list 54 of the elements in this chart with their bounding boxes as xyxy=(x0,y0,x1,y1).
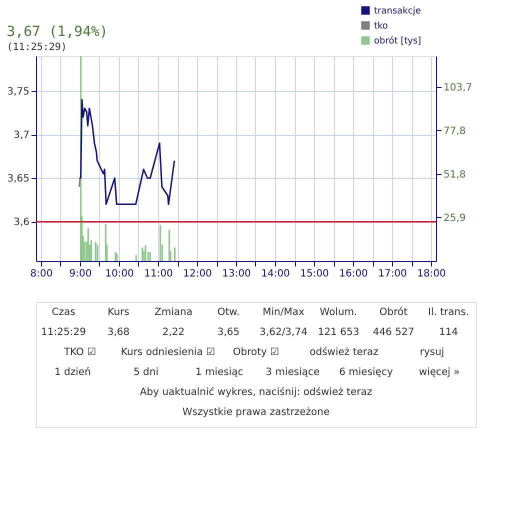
text: 3 miesiące xyxy=(266,367,320,378)
y2-tick-label: 77,8 xyxy=(444,126,466,137)
text: Obroty ☑ xyxy=(232,347,280,358)
text: 446 527 xyxy=(372,327,414,338)
y-tick-label: 3,6 xyxy=(14,217,30,228)
text: 3,68 xyxy=(107,327,130,338)
x-tick-label: 11:00 xyxy=(144,268,173,280)
x-tick-label: 8:00 xyxy=(30,268,53,280)
text: Czas xyxy=(52,307,76,318)
x-tick-label: 13:00 xyxy=(222,268,251,280)
y-tick-label: 3,75 xyxy=(7,86,30,98)
text: 2,22 xyxy=(162,327,185,338)
text: Kurs odniesienia ☑ xyxy=(120,347,216,358)
y2-tick-label: 103,7 xyxy=(444,82,472,94)
text: Wszystkie prawa zastrzeżone xyxy=(182,407,330,418)
text: 114 xyxy=(438,327,458,338)
text: Wolum. xyxy=(320,307,358,318)
text: Otw. xyxy=(217,307,240,318)
legend-label: transakcje xyxy=(374,6,422,16)
chart-title: 3,67 (1,94%) xyxy=(6,24,108,40)
legend-label: obrót [tys] xyxy=(374,36,422,46)
text: odśwież teraz xyxy=(310,346,378,358)
chart-subtitle: (11:25:29) xyxy=(6,42,67,53)
text: 11:25:29 xyxy=(41,327,86,338)
x-tick-label: 16:00 xyxy=(339,268,368,280)
text: 1 dzień xyxy=(54,366,91,378)
y2-tick-label: 51,8 xyxy=(444,169,466,180)
text: Kurs xyxy=(108,307,130,318)
x-tick-label: 12:00 xyxy=(183,268,212,280)
text: 5 dni xyxy=(133,367,159,378)
text: Obrót xyxy=(379,307,408,318)
text: 6 miesięcy xyxy=(339,367,393,378)
text: 3,65 xyxy=(217,327,240,338)
text: Min/Max xyxy=(262,307,304,318)
x-tick-label: 14:00 xyxy=(261,268,290,280)
y2-tick-label: 25,9 xyxy=(444,212,466,224)
text: 1 miesiąc xyxy=(195,367,244,378)
legend-label: tko xyxy=(374,22,388,32)
x-tick-label: 17:00 xyxy=(378,268,407,280)
y-tick-label: 3,65 xyxy=(7,174,30,185)
y-tick-label: 3,7 xyxy=(14,130,30,142)
x-tick-label: 18:00 xyxy=(417,268,446,280)
x-tick-label: 9:00 xyxy=(69,268,92,280)
text: TKO ☑ xyxy=(62,347,96,358)
x-tick-label: 10:00 xyxy=(105,268,134,280)
text: 121 653 xyxy=(318,327,360,338)
text: rysuj xyxy=(420,347,444,358)
line-series xyxy=(78,98,176,206)
text: 3,62/3,74 xyxy=(260,327,308,338)
text: Il. trans. xyxy=(428,307,469,318)
text: więcej » xyxy=(418,367,460,378)
x-tick-label: 15:00 xyxy=(300,268,329,280)
text: Zmiana xyxy=(154,307,192,318)
text: Aby uaktualnić wykres, naciśnij: odśwież teraz xyxy=(140,386,372,398)
